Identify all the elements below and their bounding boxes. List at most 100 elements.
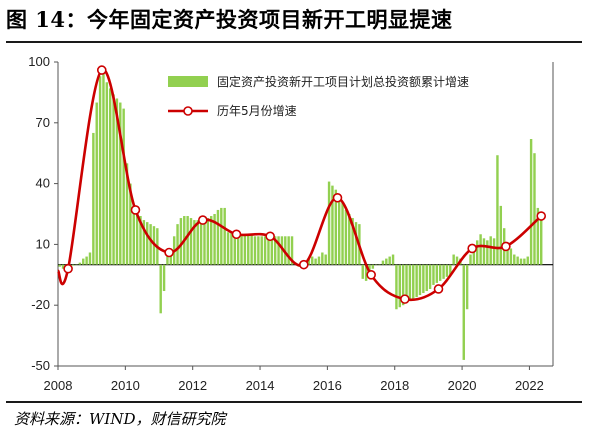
line-point-marker [265,231,275,242]
bar [479,234,482,265]
bar [361,264,364,279]
bar [317,256,321,265]
bar [125,163,129,265]
x-tick-label: 2016 [313,378,342,393]
bar [327,181,331,265]
bar [176,224,179,265]
chart: -50 -20 10 40 70 100 2008 2010 2012 2014 2016 2018 2… [28,54,554,393]
line-point-marker [501,241,511,252]
bar [516,256,519,265]
bar [442,264,445,279]
bar [401,264,405,306]
line-point-marker [433,284,444,294]
bar [492,238,496,265]
bar [482,238,486,265]
bar [499,205,503,265]
bar [149,224,152,265]
bar [455,256,459,265]
line-point-marker [536,211,547,221]
bar [220,207,223,265]
bar [108,88,112,265]
bar [445,264,449,277]
bar [438,264,442,281]
x-tick-label: 2012 [178,378,207,393]
bar [263,236,267,265]
bar [196,220,199,265]
x-tick-label: 2014 [246,378,275,393]
bar [75,264,78,266]
bar [529,139,533,265]
bar [210,216,213,265]
bar [341,201,344,265]
bar [496,155,499,265]
bar [85,256,88,265]
line-point-marker [366,269,376,280]
bar [193,220,196,265]
bar [236,232,240,265]
figure-title: 图 14：今年固定资产投资项目新开工明显提速 [6,7,453,32]
bar [398,264,401,308]
x-tick-label: 2022 [515,378,544,393]
bar [489,236,492,265]
legend-swatch-marker [183,106,193,116]
bar [267,236,270,265]
bar [331,185,334,265]
bar [395,264,398,310]
bar [240,234,243,265]
bar [58,264,61,267]
bar [311,256,314,265]
x-tick-label: 2010 [111,378,140,393]
bar [216,209,220,265]
bar [324,254,327,265]
bar [273,236,277,265]
bar [257,236,260,265]
bar [98,76,102,265]
bar [166,252,169,265]
bar [354,222,358,265]
source-note: 资料来源：WIND，财信研究院 [14,410,226,428]
bar [388,256,391,265]
line-point-marker [299,259,309,270]
bar [519,258,523,265]
line-point-marker [231,229,242,240]
bar [449,264,452,275]
bar [523,258,526,265]
bar [307,258,311,265]
line-point-marker [63,263,73,274]
bar [428,264,432,289]
bar [465,264,469,310]
bar [536,207,540,265]
bar [533,153,536,265]
bar [472,246,476,265]
bar [213,214,216,265]
line-point-marker [96,65,107,75]
title-divider [6,41,582,43]
bar [337,195,341,265]
bar [226,232,230,265]
bar [250,234,253,265]
x-tick-label: 2020 [448,378,477,393]
legend-label-line: 历年5月份增速 [217,104,297,118]
y-tick-label: 10 [36,236,50,251]
bar [233,232,236,265]
bar [142,220,146,265]
y-tick-label: 70 [36,115,50,130]
bar [368,264,371,273]
bar [119,102,122,265]
bar [112,94,115,265]
bar [92,132,95,265]
bar [162,264,166,292]
bar [186,216,189,265]
bar [415,264,418,298]
bar [513,254,516,265]
bar [540,216,543,265]
bar [509,248,513,265]
bar [418,264,422,296]
bar [381,260,385,265]
y-tick-label: -20 [31,297,50,312]
bar [277,236,280,265]
bar [452,254,455,265]
legend-label-bar: 固定资产投资新开工项目计划总投资额累计增速 [217,74,469,89]
x-tick-label: 2008 [44,378,73,393]
y-tick-label: 100 [28,54,50,69]
